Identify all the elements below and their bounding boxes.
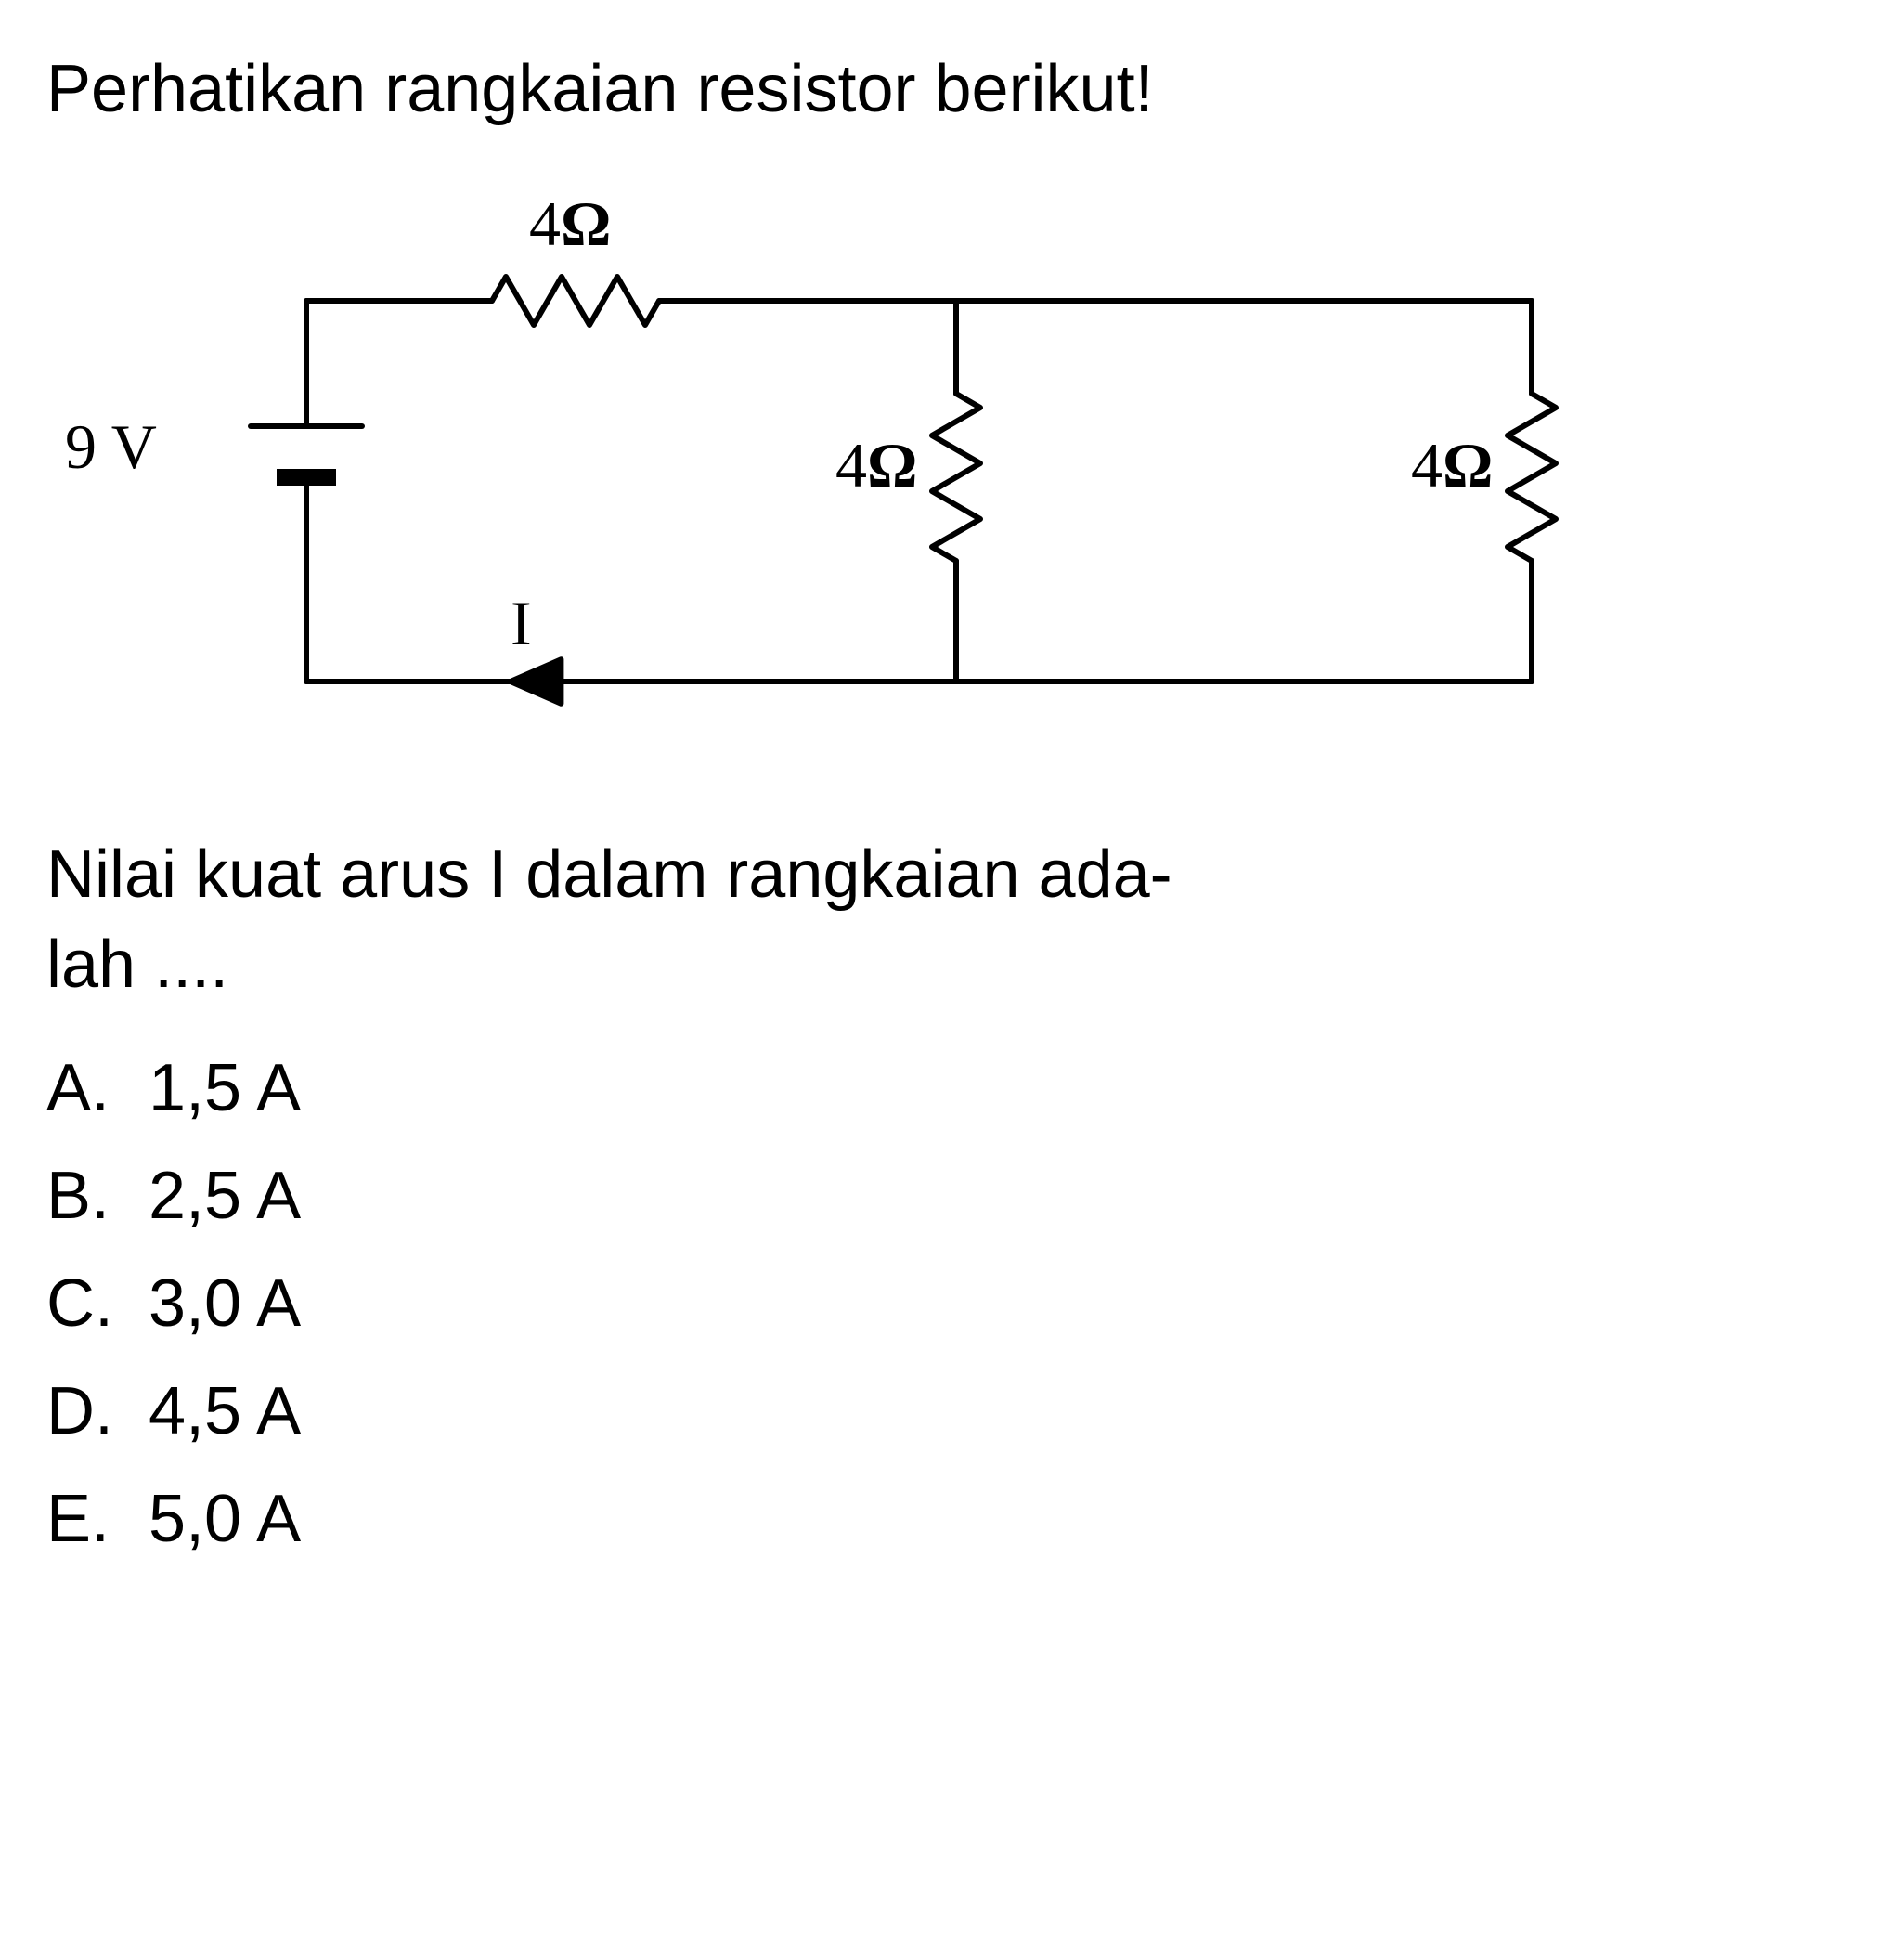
option-letter: A. — [46, 1038, 149, 1138]
circuit-svg: 4Ω 4Ω 4Ω 9 V I — [65, 180, 1643, 756]
option-letter: E. — [46, 1469, 149, 1569]
svg-text:4Ω: 4Ω — [1411, 430, 1493, 500]
answer-options: A.1,5 AB.2,5 AC.3,0 AD.4,5 AE.5,0 A — [46, 1038, 1857, 1569]
option-value: 3,0 A — [149, 1266, 301, 1341]
option-value: 5,0 A — [149, 1482, 301, 1556]
option-value: 2,5 A — [149, 1159, 301, 1233]
svg-text:9 V: 9 V — [65, 411, 157, 482]
option-letter: B. — [46, 1146, 149, 1246]
answer-option: A.1,5 A — [46, 1038, 1857, 1138]
circuit-diagram: 4Ω 4Ω 4Ω 9 V I — [65, 180, 1643, 756]
answer-option: C.3,0 A — [46, 1253, 1857, 1354]
option-value: 1,5 A — [149, 1051, 301, 1125]
option-letter: D. — [46, 1361, 149, 1461]
answer-option: E.5,0 A — [46, 1469, 1857, 1569]
svg-text:4Ω: 4Ω — [529, 188, 611, 259]
svg-text:I: I — [511, 588, 532, 658]
answer-option: B.2,5 A — [46, 1146, 1857, 1246]
answer-option: D.4,5 A — [46, 1361, 1857, 1461]
question-followup: Nilai kuat arus I dalam rangkaian ada-la… — [46, 830, 1857, 1010]
svg-text:4Ω: 4Ω — [835, 430, 917, 500]
option-value: 4,5 A — [149, 1374, 301, 1448]
option-letter: C. — [46, 1253, 149, 1354]
question-prompt: Perhatikan rangkaian resistor berikut! — [46, 46, 1857, 134]
